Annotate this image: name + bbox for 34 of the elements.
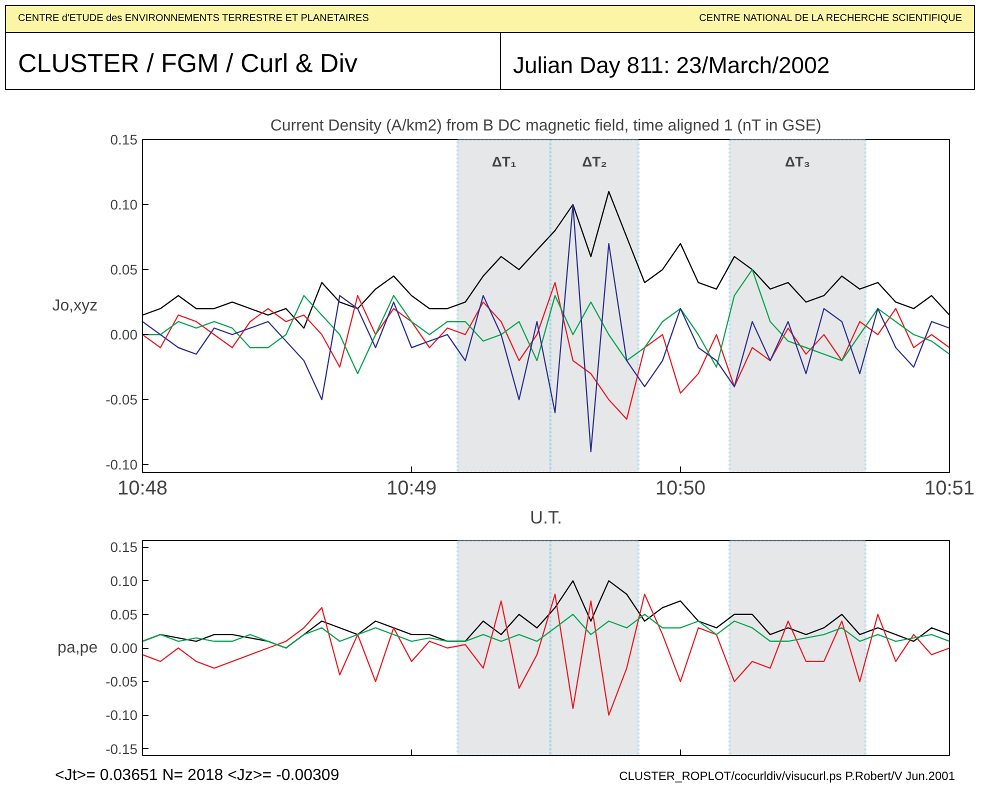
y-tick-label: -0.15 <box>106 740 138 757</box>
x-tick-label: 10:48 <box>117 478 168 500</box>
x-tick-label: 10:49 <box>386 478 437 500</box>
text: CLUSTER / FGM / Curl & Div <box>6 33 501 90</box>
y-tick-label: -0.10 <box>106 707 138 724</box>
line-series <box>142 282 950 420</box>
y-tick-label: 0.15 <box>110 132 138 148</box>
y-tick-label: 0.00 <box>110 640 138 656</box>
y-tick-label: 0.15 <box>110 539 138 556</box>
band-label: ΔT₁ <box>492 154 516 170</box>
text: Julian Day 811: 23/March/2002 <box>512 51 831 80</box>
line-series <box>142 614 950 649</box>
y-axis-title: Jo,xyz <box>52 298 98 314</box>
text: CENTRE NATIONAL DE LA RECHERCHE SCIENTIFIQUE <box>699 12 962 26</box>
y-tick-label: 0.00 <box>110 326 138 343</box>
line-series <box>142 204 950 452</box>
x-tick-label: 10:51 <box>924 478 975 500</box>
chart-title: Current Density (A/km2) from B DC magnetic field, time aligned 1 (nT in GSE) <box>270 118 822 134</box>
y-tick-label: 0.10 <box>110 572 138 589</box>
y-tick-label: -0.05 <box>106 674 138 690</box>
text: CENTRE d'ETUDE des ENVIRONNEMENTS TERRESTRE ET PLANETAIRES <box>18 12 369 26</box>
text: <Jt>= 0.03651 N= 2018 <Jz>= -0.00309 <box>55 766 340 786</box>
y-tick-label: -0.05 <box>106 392 138 408</box>
y-tick-label: 0.05 <box>110 606 138 622</box>
x-tick-label: 10:50 <box>655 478 706 500</box>
band-label: ΔT₂ <box>582 154 607 170</box>
y-axis-title: pa,pe <box>58 640 98 656</box>
y-tick-label: 0.05 <box>110 262 138 278</box>
line-series <box>142 594 950 716</box>
y-tick-label: 0.10 <box>110 196 138 213</box>
text: CLUSTER_ROPLOT/cocurldiv/visucurl.ps P.Robert/V Jun.2001 <box>619 768 955 785</box>
band-label: ΔT₃ <box>785 154 810 170</box>
x-axis-title: U.T. <box>530 508 562 528</box>
y-tick-label: -0.10 <box>106 456 138 473</box>
